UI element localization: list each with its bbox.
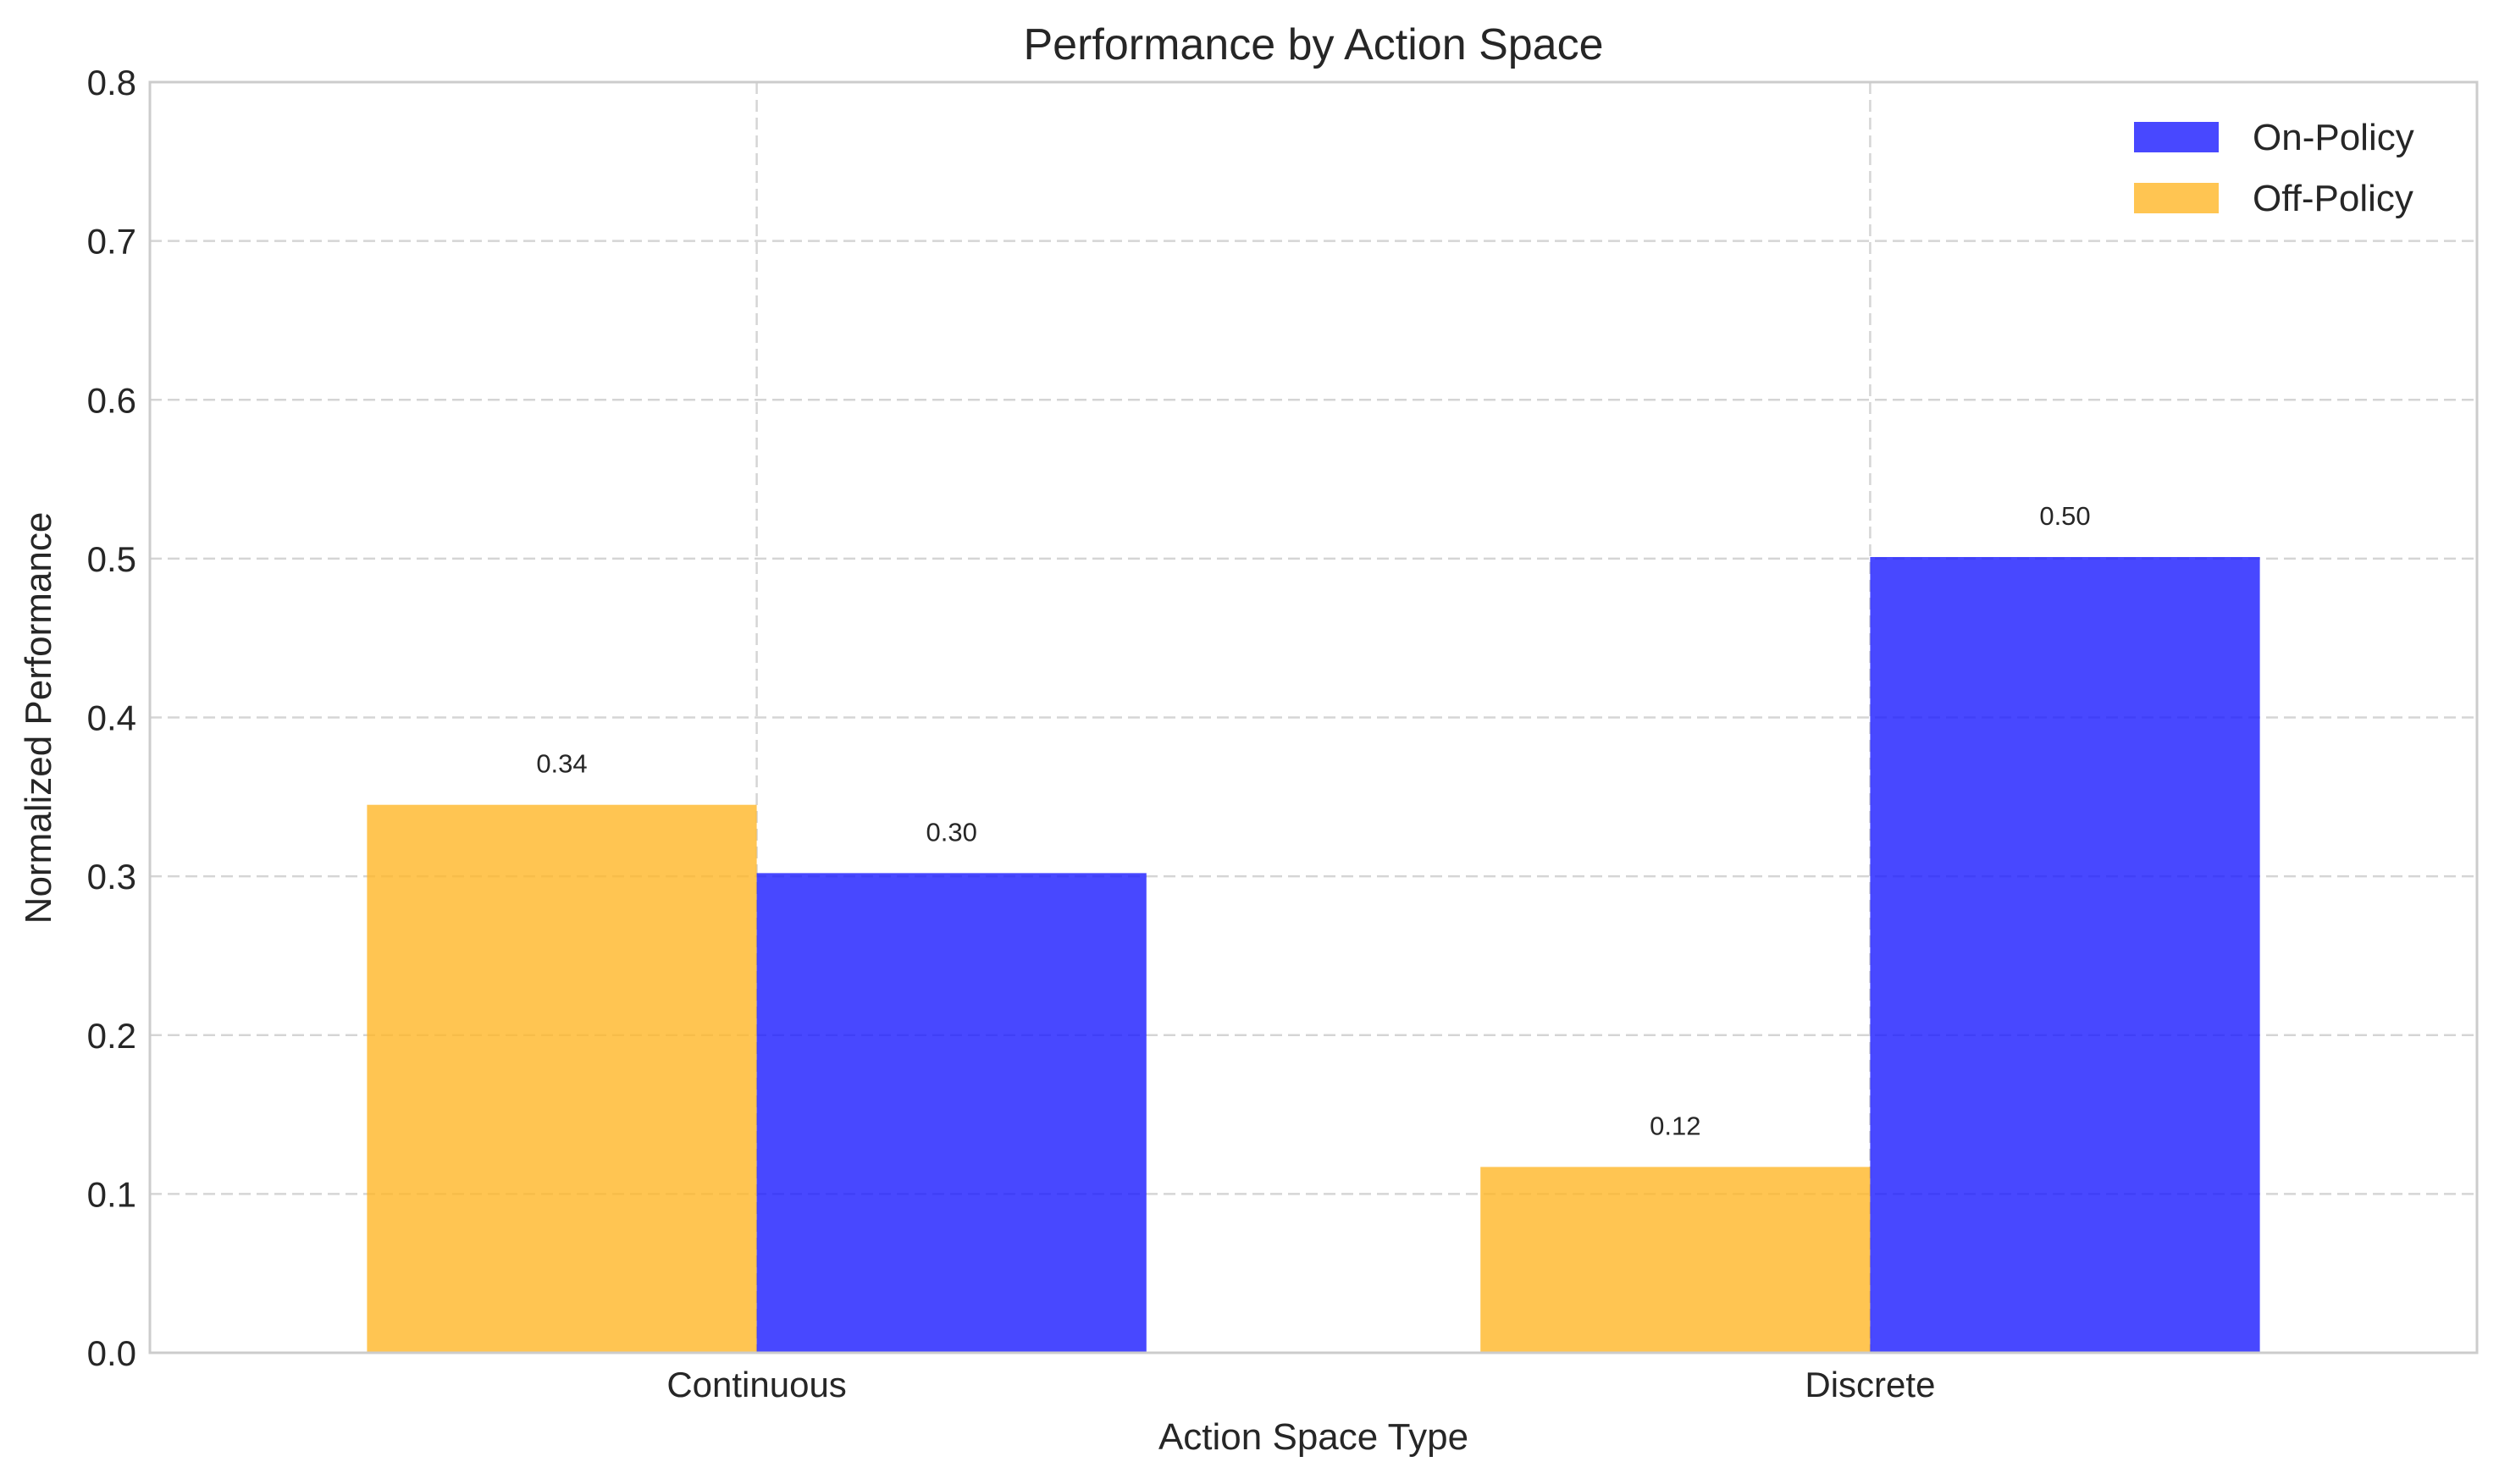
y-tick-label: 0.3 (87, 857, 136, 896)
y-tick-label: 0.4 (87, 698, 136, 738)
y-tick-label: 0.0 (87, 1333, 136, 1373)
y-tick-labels: 0.0 0.1 0.2 0.3 0.4 0.5 0.6 0.7 0.8 (87, 63, 136, 1373)
y-tick-label: 0.6 (87, 380, 136, 420)
y-tick-label: 0.2 (87, 1016, 136, 1056)
x-tick-label: Continuous (666, 1365, 846, 1404)
legend-swatch (2134, 122, 2219, 152)
legend: On-Policy Off-Policy (2134, 117, 2414, 219)
y-tick-label: 0.5 (87, 539, 136, 579)
y-axis-label: Normalized Performance (18, 512, 59, 924)
legend-label: On-Policy (2253, 117, 2414, 158)
data-labels: 0.34 0.12 0.30 0.50 (536, 501, 2090, 1140)
legend-label: Off-Policy (2253, 178, 2413, 219)
plot-frame (148, 80, 2479, 1354)
bar-value-label: 0.50 (2039, 501, 2090, 531)
x-axis-label: Action Space Type (1158, 1416, 1468, 1458)
bars (367, 556, 2260, 1353)
y-tick-label: 0.7 (87, 222, 136, 262)
legend-swatch (2134, 183, 2219, 213)
y-tick-label: 0.1 (87, 1174, 136, 1214)
bar-on-policy (756, 873, 1147, 1353)
x-tick-label: Discrete (1805, 1365, 1935, 1404)
bar-value-label: 0.30 (926, 817, 977, 847)
bar-value-label: 0.12 (1650, 1111, 1700, 1140)
bar-on-policy (1870, 556, 2260, 1353)
y-tick-label: 0.8 (87, 63, 136, 102)
bar-value-label: 0.34 (536, 749, 587, 779)
bar-off-policy (1480, 1167, 1871, 1353)
x-tick-labels: Continuous Discrete (666, 1365, 1935, 1404)
chart-title: Performance by Action Space (1023, 20, 1603, 69)
bar-off-policy (367, 804, 757, 1353)
